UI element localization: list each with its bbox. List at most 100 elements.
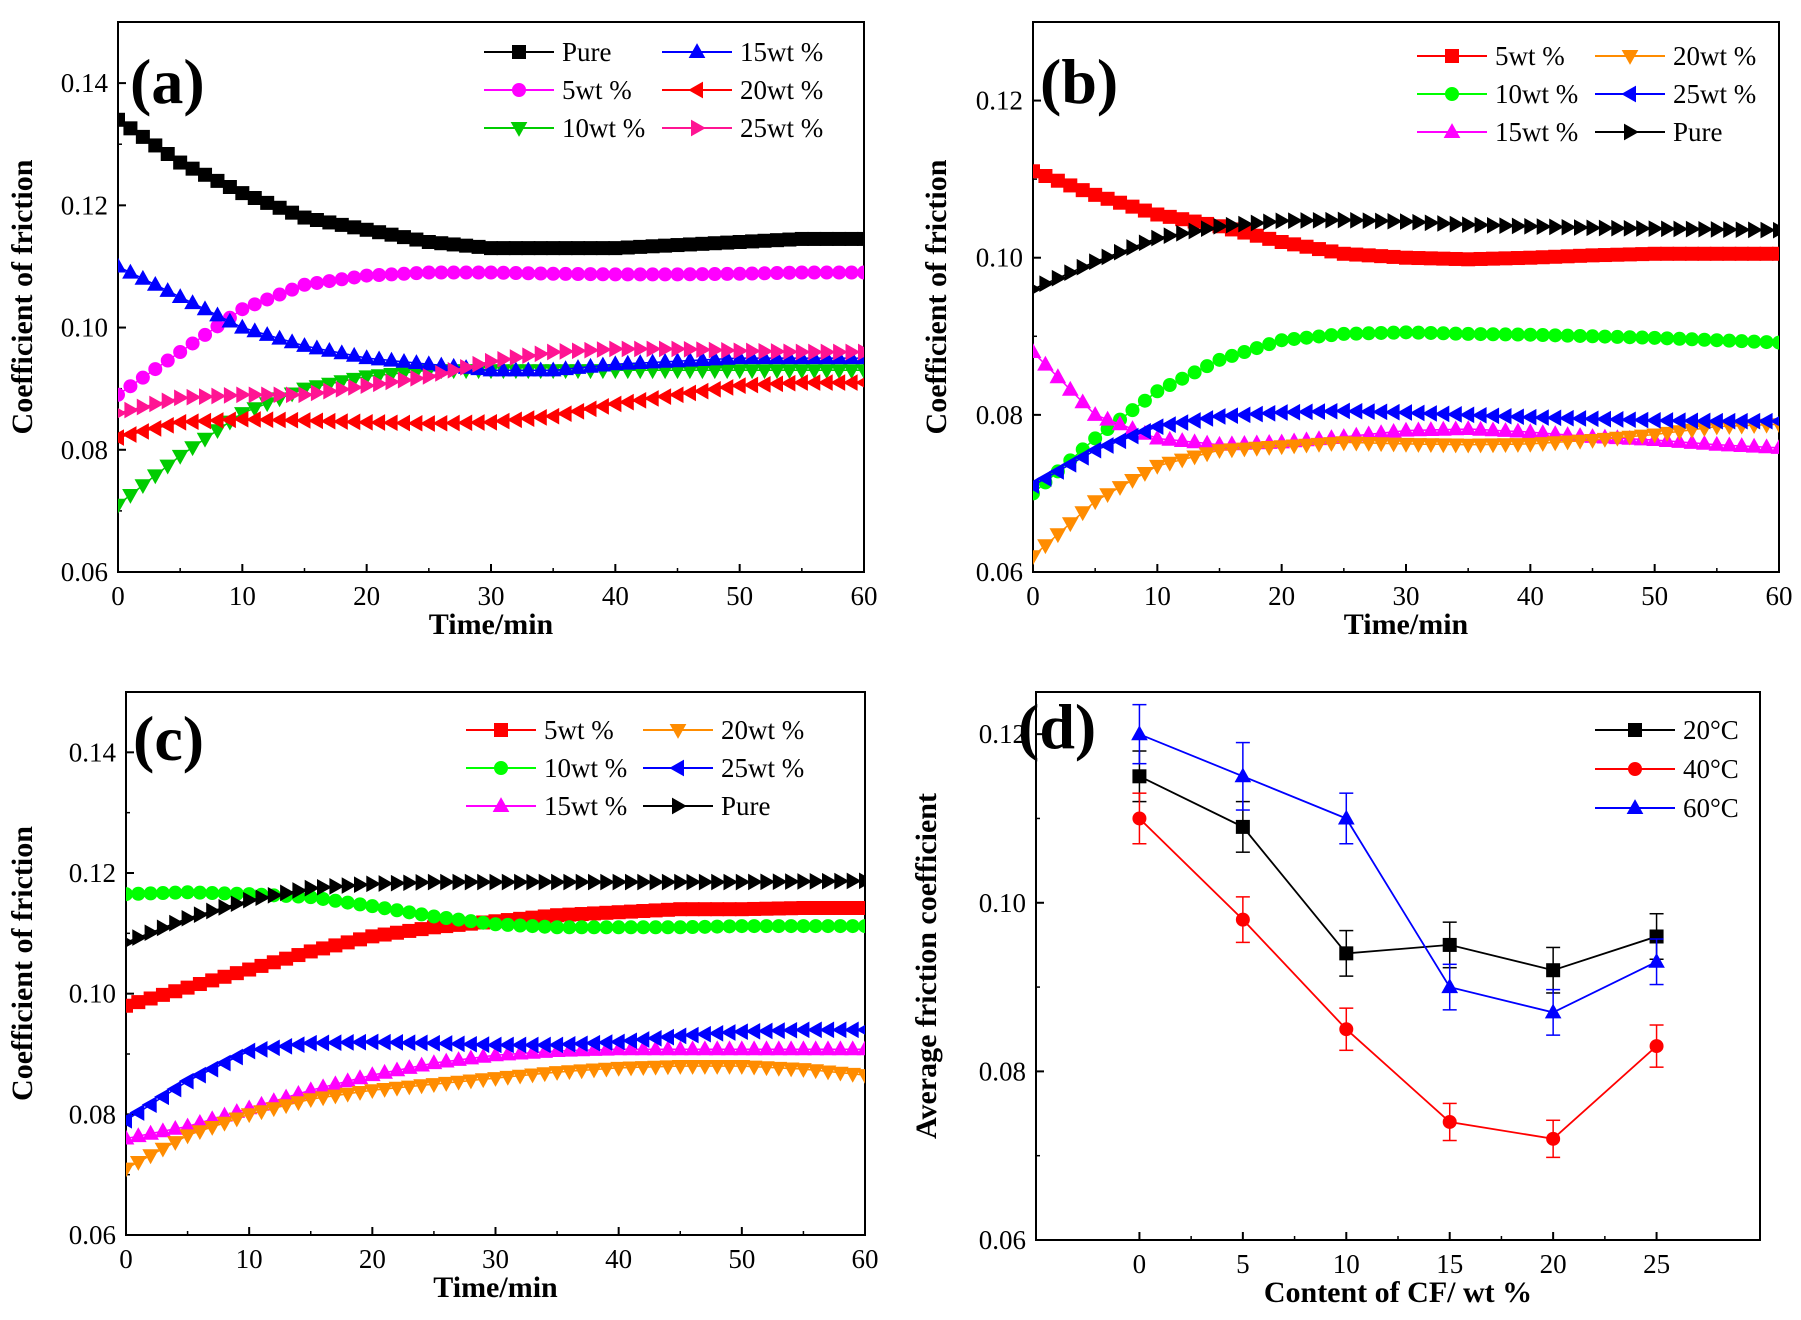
panel-c-series-5wt-point (858, 900, 865, 915)
panel-c-series-10wt-point (439, 911, 454, 926)
panel-a-series-5wt-point (334, 272, 349, 287)
panel-c-series-15wt-point (745, 1040, 763, 1056)
panel-b-series-25wt-point (1198, 410, 1214, 427)
panel-c-series-pure-point (748, 873, 763, 891)
panel-b-series-pure-point (1275, 212, 1291, 230)
panel-c-series-20wt-point (708, 1060, 726, 1075)
panel-a-series-pure-point (334, 217, 349, 232)
panel-b-x-tick-label: 30 (1393, 581, 1420, 611)
panel-a-series-5wt-point (123, 379, 138, 394)
panel-a-series-5wt-point (198, 327, 213, 342)
panel-d-series-20-c-point (1235, 819, 1250, 834)
panel-b-series-20wt-point (1522, 437, 1539, 453)
panel-a-series-pure-point (732, 235, 747, 249)
panel-b-series-pure-point (1151, 229, 1167, 247)
panel-a-series-20wt-point (780, 374, 796, 392)
panel-a-series-20wt-point (681, 384, 696, 402)
panel-a-series-20wt-point (258, 411, 274, 429)
panel-b-series-15wt-point (1472, 420, 1489, 436)
panel-a-series-25wt-point (671, 340, 687, 358)
panel-c-series-20wt-point (253, 1105, 270, 1121)
panel-b-series-5wt-point (1038, 169, 1053, 183)
panel-b-series-20wt-point (1323, 437, 1340, 452)
panel-c-series-10wt-point (537, 919, 552, 934)
panel-b-series-5wt-point (1088, 187, 1103, 202)
panel-b-series-25wt (1033, 402, 1779, 494)
panel-c-series-25wt-point (326, 1034, 342, 1051)
panel-a-series-20wt-point (842, 374, 858, 391)
panel-a-legend-item-10wt-swatch-marker (510, 122, 528, 137)
panel-a-series-25wt-point (136, 398, 152, 416)
panel-c-series-15wt-point (437, 1052, 455, 1068)
panel-d-series-60-c-point (1131, 725, 1148, 741)
panel-b-x-tick-label: 60 (1766, 581, 1793, 611)
panel-c-series-15wt-point (166, 1119, 184, 1135)
panel-c-series-10wt-point (611, 920, 626, 935)
panel-c-series-25wt-point (769, 1022, 785, 1039)
panel-c-series-5wt-point (821, 900, 836, 915)
panel-a-series-5wt-point (484, 265, 498, 280)
panel-c-series-10wt-point (845, 919, 860, 934)
panel-b-y-axis-title: Coefficient of friction (920, 159, 953, 434)
panel-c-series-25wt-point (203, 1060, 219, 1078)
panel-b-series-10wt-point (1361, 326, 1376, 341)
panel-c-series-10wt-point (168, 885, 183, 900)
panel-a-series-10wt-point (118, 498, 127, 514)
panel-c-series-25wt-point (126, 1112, 132, 1129)
panel-c-series-pure-point (698, 873, 714, 891)
panel-a-series-5wt-point (682, 267, 697, 282)
panel-c-series-20wt-point (659, 1060, 677, 1076)
panel-a-series-5wt-point (434, 265, 449, 280)
panel-b-series-pure-point (1412, 213, 1428, 231)
panel-b-series-pure-point (1449, 215, 1465, 233)
panel-a-series-25wt-point (808, 343, 824, 361)
panel-c-series-20wt-point (450, 1075, 467, 1091)
panel-a-series-15wt-point (246, 322, 264, 338)
panel-c-series-10wt-point (155, 886, 170, 901)
panel-a-series-20wt-point (792, 374, 808, 391)
panel-c-series-5wt-point (365, 929, 380, 944)
panel-a-series-pure-point (434, 236, 449, 251)
panel-a-series-25wt-point (845, 343, 861, 361)
panel-a-series-pure-point (782, 232, 797, 247)
panel-a-series-25wt-point (397, 371, 413, 389)
panel-b-series-5wt-point (1672, 246, 1687, 261)
panel-a-series-15wt-point (569, 359, 587, 374)
panel-d-series-40-c-point (1442, 1114, 1457, 1129)
panel-b-series-pure-point (1710, 221, 1726, 238)
panel-b-series-pure-point (1362, 212, 1378, 229)
panel-b-series-10wt-point (1473, 327, 1488, 342)
panel-a-series-pure-point (857, 231, 864, 246)
panel-a-y-tick-label: 0.06 (61, 557, 108, 587)
panel-a-series-20wt-point (668, 386, 684, 404)
panel-b-series-20wt-point (1534, 437, 1552, 452)
panel-b-series-5wt-point (1660, 246, 1675, 261)
panel-a-series-15wt-point (209, 306, 226, 322)
panel-c-series-pure-point (785, 873, 800, 890)
panel-a-series-15wt-point (122, 263, 139, 279)
panel-c-series-pure-point (809, 873, 825, 890)
panel-a-series-pure-point (421, 235, 436, 249)
panel-b-series-15wt-point (1385, 422, 1402, 438)
panel-c-series-pure-point (822, 872, 837, 890)
panel-b-series-10wt-point (1162, 378, 1177, 392)
panel-b-series-10wt-point (1374, 325, 1389, 340)
panel-a-series-25wt-point (696, 341, 712, 359)
panel-a-legend-item-25wt-swatch-marker (691, 119, 706, 137)
panel-a-series-15wt-point (656, 352, 674, 368)
panel-c-series-20wt-point (819, 1065, 837, 1081)
panel-b-series-5wt-point (1734, 246, 1749, 261)
panel-c-series-5wt-point (623, 904, 638, 919)
panel-b-series-15wt-point (1758, 438, 1775, 454)
panel-c-legend-item-20wt-swatch-marker (669, 724, 687, 739)
panel-c-series-20wt-point (807, 1064, 825, 1080)
panel-c-series-15wt-point (450, 1051, 467, 1066)
panel-c-series-25wt-point (843, 1021, 859, 1039)
panel-c-series-20wt-point (758, 1061, 775, 1077)
panel-a-series-5wt-point (496, 265, 511, 280)
panel-a-series-pure-point (173, 155, 188, 170)
panel-a-legend-item-pure-swatch-marker (512, 45, 526, 59)
panel-a-series-15wt-point (118, 257, 127, 273)
panel-a-series-20wt-point (121, 426, 137, 443)
panel-b-series-10wt-point (1697, 332, 1712, 347)
